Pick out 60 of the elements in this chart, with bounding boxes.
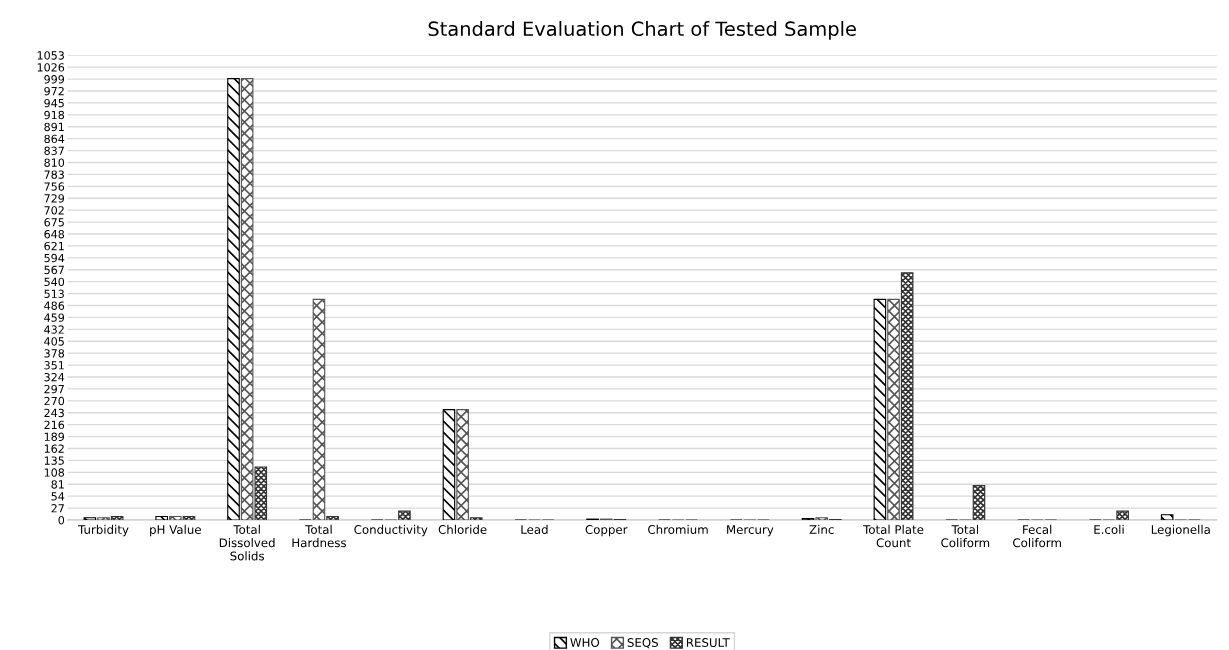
x-tick-label: Chromium <box>648 524 708 534</box>
legend-label: SEQS <box>627 638 658 649</box>
x-tick-label: Total Plate Count <box>863 524 924 548</box>
y-tick-label: 756 <box>44 182 65 191</box>
x-tick-label: Total Coliform <box>941 524 990 548</box>
y-tick-label: 189 <box>44 432 65 441</box>
y-tick-label: 513 <box>44 289 64 298</box>
y-tick-label: 297 <box>44 384 64 394</box>
y-tick-label: 0 <box>58 515 65 525</box>
x-tick-label: Turbidity <box>78 524 129 537</box>
x-tick-label: Fecal Coliform <box>1013 524 1061 548</box>
x-tick-label: Zinc <box>809 524 834 534</box>
y-tick-label: 810 <box>44 158 65 167</box>
y-tick-label: 54 <box>51 492 65 501</box>
y-tick-label: 405 <box>44 337 64 346</box>
y-tick-label: 648 <box>44 229 65 239</box>
y-tick-label: 729 <box>44 194 65 203</box>
y-tick-label: 999 <box>44 75 65 84</box>
y-tick-label: 216 <box>44 420 65 430</box>
y-tick-label: 837 <box>44 146 64 155</box>
y-tick-label: 486 <box>44 301 65 310</box>
x-tick-label: Lead <box>521 524 548 534</box>
y-tick-label: 27 <box>51 504 64 513</box>
x-tick-label: Legionella <box>1151 524 1210 537</box>
x-tick-label: Total Hardness <box>292 524 347 548</box>
y-tick-label: 891 <box>44 122 64 132</box>
y-tick-label: 324 <box>44 372 65 382</box>
y-tick-label: 135 <box>44 456 64 465</box>
y-tick-label: 918 <box>44 110 65 120</box>
chart-title: Standard Evaluation Chart of Tested Sample <box>428 21 856 40</box>
y-tick-label: 108 <box>44 468 65 477</box>
y-tick-label: 567 <box>44 265 64 275</box>
y-tick-label: 1026 <box>37 63 65 72</box>
y-tick-label: 81 <box>51 480 64 489</box>
y-tick-label: 378 <box>44 349 65 358</box>
y-tick-label: 540 <box>44 277 65 287</box>
y-tick-label: 783 <box>44 170 64 179</box>
legend-label: RESULT <box>686 638 730 648</box>
y-tick-label: 1053 <box>37 51 64 60</box>
x-tick-label: Conductivity <box>354 524 428 537</box>
x-tick-label: E.coli <box>1094 524 1124 534</box>
y-tick-label: 270 <box>44 396 65 406</box>
y-tick-label: 945 <box>44 98 64 108</box>
y-tick-label: 864 <box>44 134 65 144</box>
y-tick-label: 972 <box>44 86 64 96</box>
x-tick-label: Copper <box>585 525 628 537</box>
y-tick-label: 432 <box>44 325 64 334</box>
y-tick-label: 702 <box>44 206 64 215</box>
y-tick-label: 351 <box>44 361 64 370</box>
y-tick-label: 621 <box>44 241 64 251</box>
x-tick-label: pH Value <box>150 524 201 537</box>
x-tick-label: Chloride <box>438 524 487 534</box>
y-tick-label: 162 <box>44 444 64 453</box>
y-tick-label: 594 <box>44 253 65 263</box>
y-tick-label: 243 <box>44 408 64 418</box>
x-tick-label: Total Dissolved Solids <box>219 524 275 561</box>
y-tick-label: 459 <box>44 313 65 322</box>
legend-label: WHO <box>570 638 600 648</box>
y-tick-label: 675 <box>44 218 64 227</box>
x-tick-label: Mercury <box>727 525 774 537</box>
